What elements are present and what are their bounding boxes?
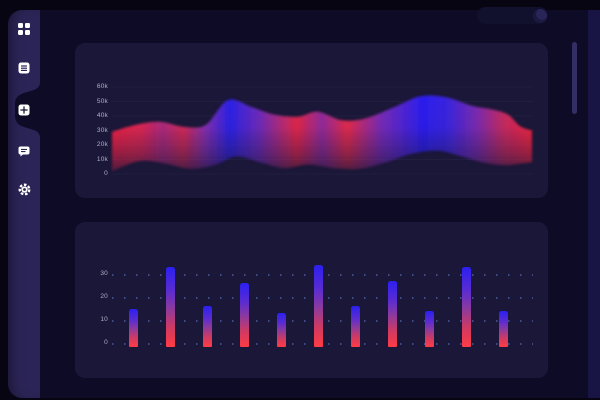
bar-y-tick-label: 30 [100,270,108,277]
bar [276,313,286,347]
bar [350,306,360,347]
area-y-tick-label: 60k [96,83,108,90]
area-chart-card: 60k 50k 40k 30k 20k 10k 0 [75,43,548,198]
bar [424,310,434,347]
bar [202,306,212,347]
sidebar-item-settings[interactable] [15,180,33,198]
gradient-wave-area-chart [112,86,533,175]
bar [128,308,138,347]
sidebar-item-list[interactable] [15,59,33,77]
bar [165,267,175,347]
sidebar-item-dashboard[interactable] [15,101,33,119]
area-y-tick-label: 50k [96,97,108,105]
bar-y-tick-label: 0 [104,339,108,346]
message-bubble-icon [18,146,30,157]
sidebar-item-messages[interactable] [15,142,33,160]
bar [387,280,397,347]
sidebar-item-apps[interactable] [15,20,33,38]
pill-knob-icon [533,8,547,23]
bar [239,283,249,347]
list-lines-icon [18,62,30,73]
bar-chart-card: 30 20 10 0 [75,222,548,378]
app-window: 60k 50k 40k 30k 20k 10k 0 [8,7,600,398]
scrollbar-thumb[interactable] [572,42,577,114]
dotted-gridline [112,342,533,345]
bar-y-tick-label: 20 [100,293,108,300]
bar-y-tick-label: 10 [100,316,108,323]
bar [498,310,508,347]
dashboard-grid-icon [18,104,30,116]
apps-grid-icon [18,22,30,35]
sidebar-rail [8,10,41,398]
topbar-pill[interactable] [477,7,548,24]
right-edge-panel [588,10,600,398]
area-y-tick-label: 10k [96,155,108,163]
bar [461,267,471,347]
area-y-tick-label: 0 [104,170,108,177]
area-y-tick-label: 20k [96,141,108,148]
dotted-gridline [112,273,533,276]
gradient-wave-shape [112,95,532,172]
dotted-gridline [112,319,533,322]
dotted-gridline [112,296,533,299]
gear-icon [18,183,30,195]
area-y-tick-label: 40k [96,112,108,119]
bar [313,264,323,347]
area-y-tick-label: 30k [96,126,108,134]
